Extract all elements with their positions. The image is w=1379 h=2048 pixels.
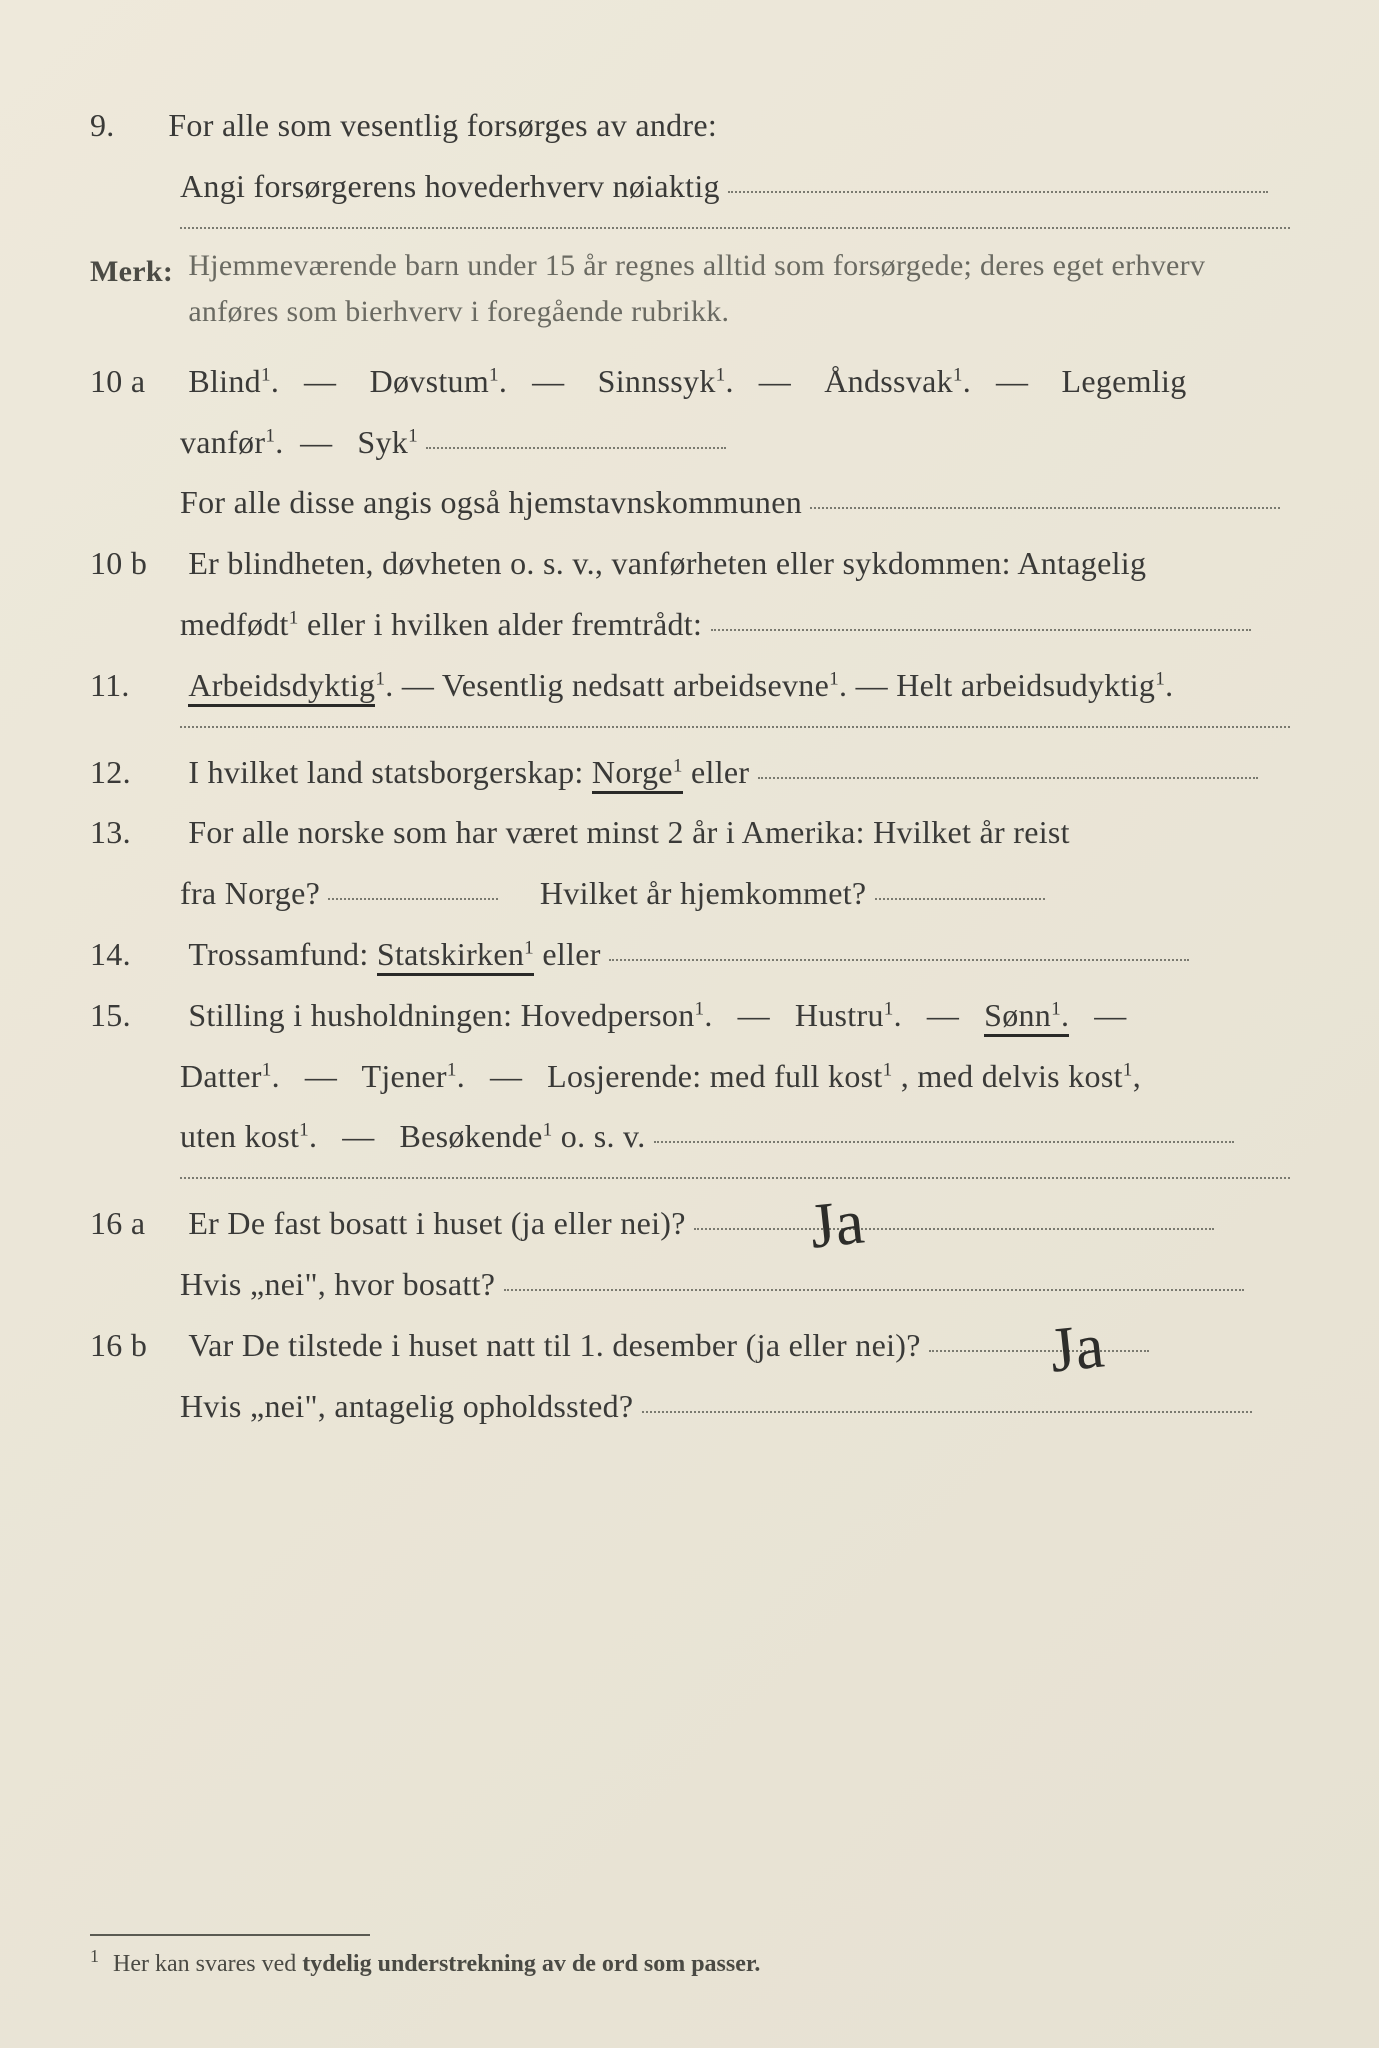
q15-hustru: Hustru — [795, 997, 884, 1033]
q16a-answer-blank[interactable] — [694, 1199, 1214, 1230]
q16a-bosatt-blank[interactable] — [504, 1260, 1244, 1291]
q15-tjener: Tjener — [362, 1058, 447, 1094]
divider-2 — [180, 726, 1290, 728]
q9-blank[interactable] — [728, 162, 1268, 193]
q16b-opholdssted-blank[interactable] — [642, 1382, 1252, 1413]
q10a-number: 10 a — [90, 351, 180, 412]
q13-line1: For alle norske som har været minst 2 år… — [188, 814, 1070, 850]
q16a-hvis: Hvis „nei", hvor bosatt? — [180, 1266, 495, 1302]
q12-norge-underlined: Norge1 — [592, 754, 683, 794]
q10a-syk: Syk — [357, 424, 408, 460]
q15-uten: uten kost — [180, 1118, 299, 1154]
q10b-blank[interactable] — [711, 600, 1251, 631]
q15-osv: o. s. v. — [561, 1118, 646, 1154]
q14-statskirken-underlined: Statskirken1 — [377, 936, 534, 976]
q15-datter: Datter — [180, 1058, 262, 1094]
q10a-line3: For alle disse angis også hjemstavnskomm… — [180, 484, 802, 520]
q16a-number: 16 a — [90, 1193, 180, 1254]
q9-number: 9. — [90, 95, 160, 156]
q16b-q: Var De tilstede i huset natt til 1. dese… — [188, 1327, 920, 1363]
q11-end: — Helt arbeidsudyktig — [856, 667, 1156, 703]
q14-eller: eller — [542, 936, 600, 972]
question-16b: 16 b Var De tilstede i huset natt til 1.… — [90, 1315, 1299, 1376]
q16b-hvis: Hvis „nei", antagelig opholdssted? — [180, 1388, 633, 1424]
q10b-line1: Er blindheten, døvheten o. s. v., vanfør… — [188, 545, 1146, 581]
footnote-text-b: tydelig understrekning av de ord som pas… — [302, 1951, 760, 1977]
q10a-aandssvak: Åndssvak — [824, 363, 953, 399]
merk-label: Merk: — [90, 243, 180, 300]
q13-fra: fra Norge? — [180, 875, 320, 911]
q15-sonn-underlined: Sønn1. — [984, 997, 1069, 1037]
q10a-kommune-blank[interactable] — [810, 479, 1280, 510]
question-10a: 10 a Blind1. — Døvstum1. — Sinnssyk1. — … — [90, 351, 1299, 412]
q13-number: 13. — [90, 802, 180, 863]
q16b-answer-blank[interactable] — [929, 1321, 1149, 1352]
q11-mid: — Vesentlig nedsatt arbeidsevne — [402, 667, 829, 703]
q10b-medfodt: medfødt — [180, 606, 289, 642]
q15-losjerende: Losjerende: med full kost — [547, 1058, 882, 1094]
footnote-text-a: Her kan svares ved — [113, 1951, 302, 1977]
footnote-area: 1 Her kan svares ved tydelig understrekn… — [90, 1934, 1299, 1978]
merk-text: Hjemmeværende barn under 15 år regnes al… — [188, 243, 1288, 336]
q13-blank1[interactable] — [328, 869, 498, 900]
question-13: 13. For alle norske som har været minst … — [90, 802, 1299, 863]
footnote-number: 1 — [90, 1946, 99, 1966]
q16a-q: Er De fast bosatt i huset (ja eller nei)… — [188, 1205, 685, 1241]
q9-line2: Angi forsørgerens hovederhverv nøiaktig — [180, 168, 720, 204]
q12-text: I hvilket land statsborgerskap: — [188, 754, 592, 790]
q14-blank[interactable] — [609, 930, 1189, 961]
q10a-blind: Blind — [188, 363, 261, 399]
q12-eller: eller — [691, 754, 749, 790]
q10b-line2b: eller i hvilken alder fremtrådt: — [307, 606, 702, 642]
q13-hjem: Hvilket år hjemkommet? — [540, 875, 867, 911]
q11-number: 11. — [90, 655, 180, 716]
q9-line1: For alle som vesentlig forsørges av andr… — [168, 107, 717, 143]
question-9: 9. For alle som vesentlig forsørges av a… — [90, 95, 1299, 156]
q10a-dovstum: Døvstum — [370, 363, 489, 399]
q15-number: 15. — [90, 985, 180, 1046]
q10a-syk-blank[interactable] — [426, 418, 726, 449]
q14-number: 14. — [90, 924, 180, 985]
q12-blank[interactable] — [758, 748, 1258, 779]
footnote-rule — [90, 1934, 370, 1936]
q16b-number: 16 b — [90, 1315, 180, 1376]
question-12: 12. I hvilket land statsborgerskap: Norg… — [90, 742, 1299, 803]
question-10b: 10 b Er blindheten, døvheten o. s. v., v… — [90, 533, 1299, 594]
q12-number: 12. — [90, 742, 180, 803]
divider — [180, 227, 1290, 229]
q10a-legemlig: Legemlig — [1062, 363, 1187, 399]
census-form-page: 9. For alle som vesentlig forsørges av a… — [0, 0, 1379, 2048]
q15-blank[interactable] — [654, 1113, 1234, 1144]
q14-text: Trossamfund: — [188, 936, 377, 972]
divider-3 — [180, 1177, 1290, 1179]
question-11: 11. Arbeidsdyktig1. — Vesentlig nedsatt … — [90, 655, 1299, 716]
question-16a: 16 a Er De fast bosatt i huset (ja eller… — [90, 1193, 1299, 1254]
q10a-sinnssyk: Sinnssyk — [598, 363, 716, 399]
q15-delvis: , med delvis kost — [901, 1058, 1123, 1094]
q11-arbeidsdyktig-underlined: Arbeidsdyktig — [188, 667, 375, 707]
q13-blank2[interactable] — [875, 869, 1045, 900]
q15-besokende: Besøkende — [399, 1118, 542, 1154]
question-15: 15. Stilling i husholdningen: Hovedperso… — [90, 985, 1299, 1046]
question-14: 14. Trossamfund: Statskirken1 eller — [90, 924, 1299, 985]
q10b-number: 10 b — [90, 533, 180, 594]
q10a-vanfor: vanfør — [180, 424, 265, 460]
q15-lead: Stilling i husholdningen: Hovedperson — [188, 997, 694, 1033]
